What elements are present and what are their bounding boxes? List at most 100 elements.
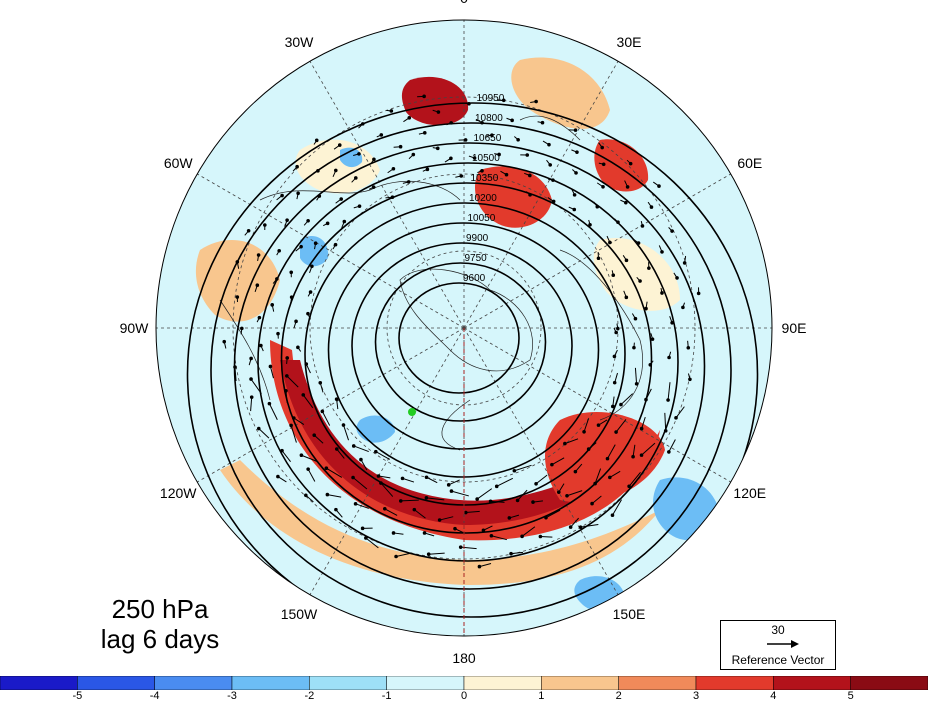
anomaly-shading <box>511 57 610 129</box>
flux-vector-head <box>494 484 499 489</box>
flux-vector <box>517 489 528 501</box>
flux-vector-head <box>339 197 344 201</box>
coastline <box>399 268 533 372</box>
colorbar-segment <box>850 676 928 690</box>
flux-vector-head <box>551 199 556 204</box>
flux-vector-head <box>586 447 591 451</box>
flux-vector <box>426 476 438 484</box>
anomaly-shading <box>401 76 469 126</box>
flux-vector-head <box>596 256 601 261</box>
flux-vector-head <box>544 515 548 520</box>
flux-vector-head <box>284 388 288 393</box>
flux-vector <box>428 552 445 555</box>
flux-vector <box>583 418 590 432</box>
flux-vector-head <box>578 525 583 529</box>
height-contour <box>351 242 573 450</box>
flux-vector-head <box>520 534 524 539</box>
flux-vector-head <box>289 295 294 299</box>
flux-vector-head <box>312 433 317 437</box>
flux-vector-head <box>608 475 612 480</box>
contour-label: 10950 <box>477 93 505 104</box>
flux-vector <box>285 390 288 403</box>
flux-vector-head <box>275 277 279 281</box>
flux-vector <box>535 474 548 485</box>
flux-vector-head <box>400 476 405 481</box>
flux-vector-head <box>333 168 338 173</box>
flux-vector <box>510 551 524 555</box>
flux-vector-head <box>353 502 358 506</box>
coastline <box>219 299 271 401</box>
flux-vector-head <box>663 429 668 433</box>
flux-vector <box>612 499 622 516</box>
flux-vector-head <box>627 484 631 489</box>
flux-vector-head <box>263 223 267 227</box>
flux-vector-head <box>667 355 671 360</box>
flux-vector-head <box>674 416 678 420</box>
colorbar-segment <box>463 676 542 690</box>
flux-vector <box>301 454 319 463</box>
flux-vector-head <box>407 116 412 120</box>
flux-vector-head <box>548 163 553 167</box>
flux-vector-head <box>285 374 289 378</box>
colorbar-segment <box>773 676 851 690</box>
height-contour <box>280 182 653 534</box>
longitude-label: 30W <box>285 34 315 50</box>
flux-vector <box>668 439 676 453</box>
flux-vector-head <box>650 337 655 341</box>
flux-vector <box>479 562 492 568</box>
colorbar-tick-label: 0 <box>460 690 468 702</box>
flux-vector-head <box>660 291 664 295</box>
flux-vector <box>591 495 602 504</box>
flux-vector-head <box>588 222 592 227</box>
flux-vector <box>620 393 634 405</box>
flux-vector-head <box>364 536 368 540</box>
flux-vector <box>634 367 638 384</box>
flux-vector-head <box>372 157 376 162</box>
colorbar-tick-label: 5 <box>847 690 854 702</box>
coastline <box>559 249 643 421</box>
coastline <box>441 399 471 451</box>
flux-vector-head <box>608 240 612 245</box>
flux-vector-head <box>670 229 674 233</box>
colorbar-tick-label: 2 <box>615 690 622 702</box>
flux-vector-head <box>391 531 396 535</box>
reference-vector-magnitude: 30 <box>771 623 785 637</box>
flux-vector <box>250 397 253 412</box>
longitude-label: 150E <box>613 606 646 622</box>
longitude-label: 120W <box>160 485 197 501</box>
flux-vector-head <box>477 564 482 569</box>
flux-vector-head <box>389 109 394 113</box>
flux-vector-head <box>222 339 227 344</box>
flux-vector <box>414 509 426 519</box>
colorbar-tick-label: 4 <box>770 690 777 702</box>
flux-vector-head <box>601 162 606 167</box>
flux-vector <box>564 438 579 445</box>
flux-vector-head <box>489 533 494 538</box>
flux-vector-head <box>531 500 535 504</box>
flux-vector-head <box>631 454 635 459</box>
anomaly-shading <box>280 360 640 525</box>
flux-vector-head <box>686 345 691 350</box>
flux-vector <box>313 434 324 444</box>
flux-vector-head <box>639 453 644 457</box>
flux-vector-head <box>480 168 484 173</box>
flux-vector-head <box>240 326 244 331</box>
anomaly-shading <box>545 411 665 503</box>
flux-vector-head <box>507 516 512 520</box>
anomaly-shading <box>475 166 552 228</box>
flux-vector-head <box>540 120 545 125</box>
flux-vector-head <box>310 264 314 269</box>
flux-vector-head <box>551 178 555 182</box>
flux-vector-head <box>481 528 486 533</box>
flux-vector <box>355 503 369 509</box>
colorbar-segment <box>618 676 697 690</box>
anomaly-shading <box>220 460 660 586</box>
flux-vector-head <box>342 219 347 224</box>
flux-vector-head <box>268 364 273 369</box>
flux-vector-head <box>574 171 578 175</box>
flux-vector-head <box>270 303 275 307</box>
flux-vector-head <box>295 164 299 169</box>
flux-vector-head <box>463 138 468 142</box>
flux-vector <box>490 500 505 503</box>
flux-vector-head <box>616 326 620 331</box>
